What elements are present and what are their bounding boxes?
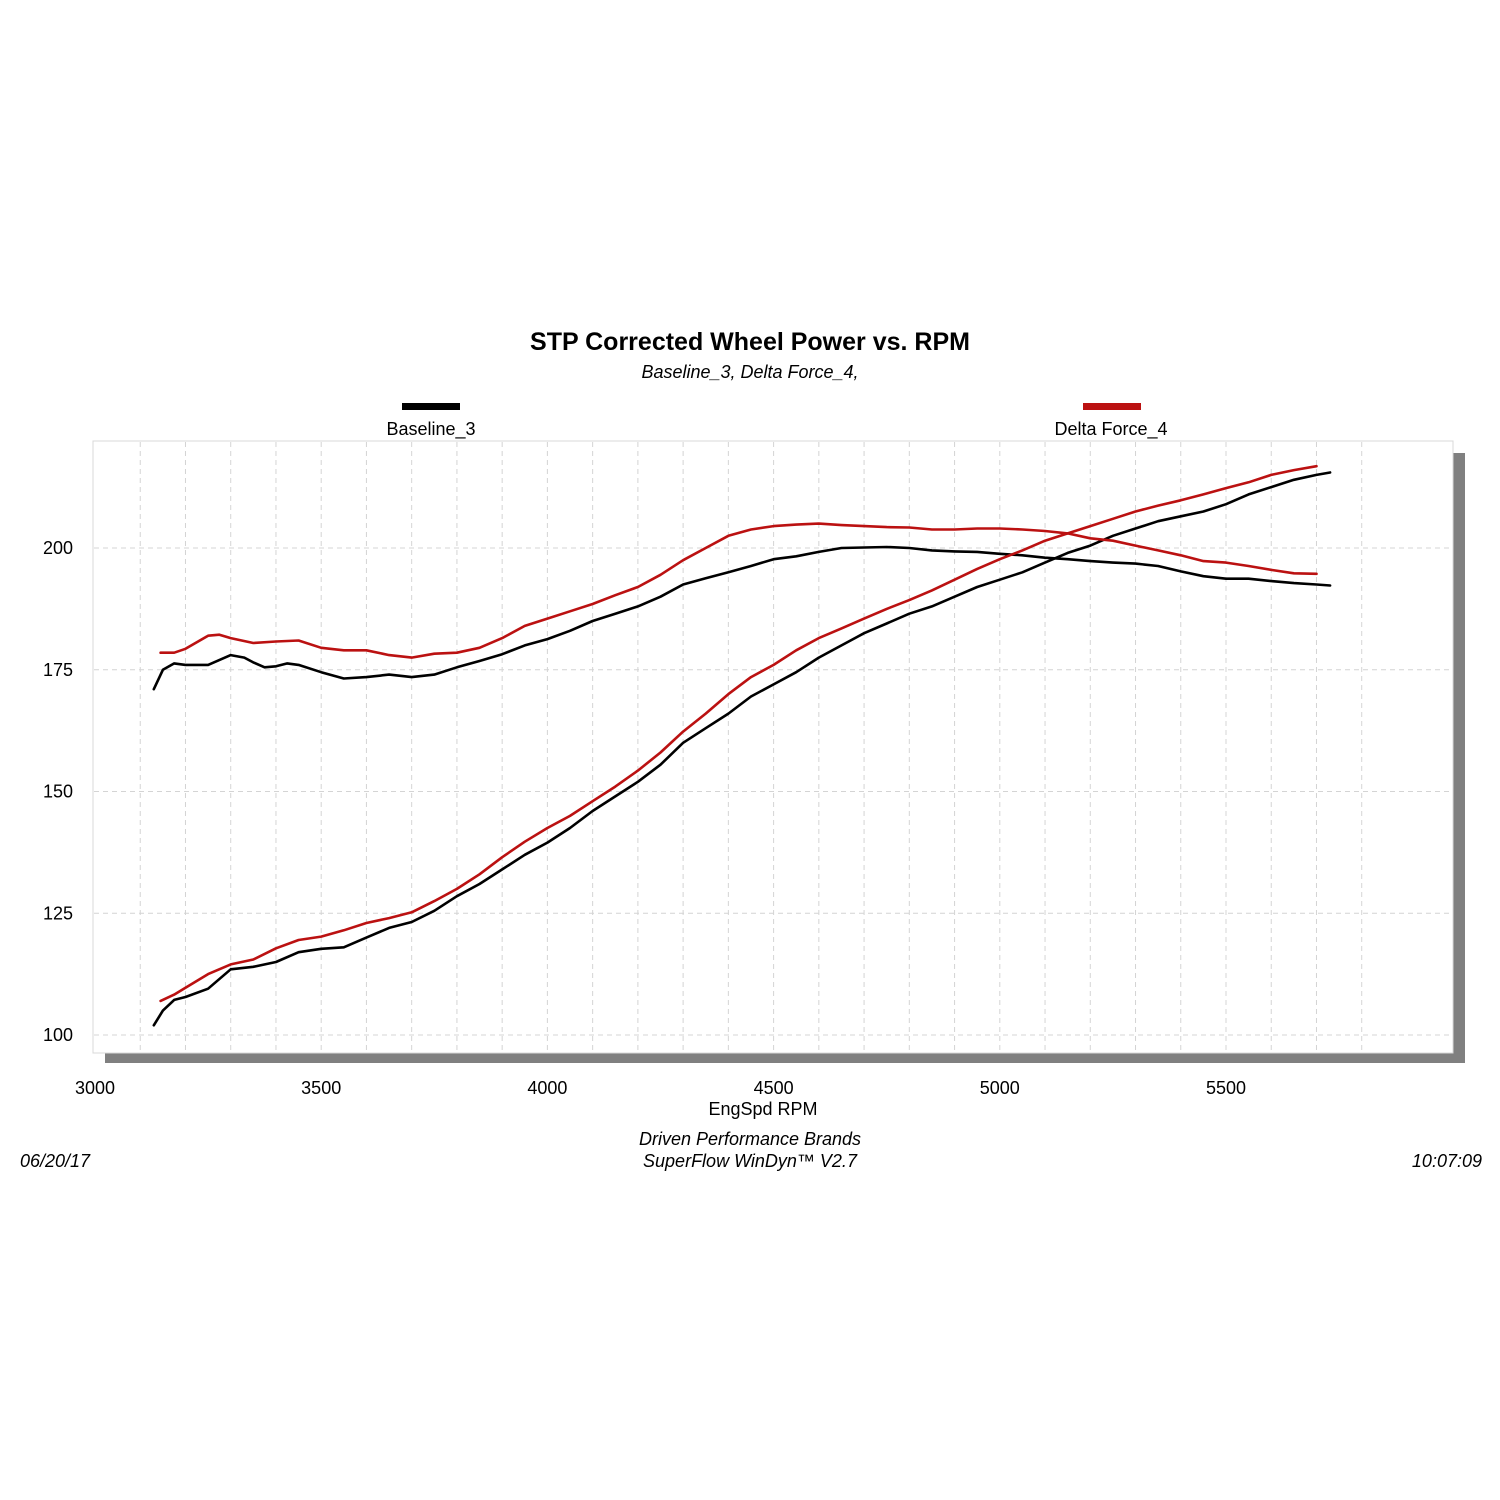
x-tick-label: 4000 (527, 1078, 567, 1098)
footer-software: SuperFlow WinDyn™ V2.7 (643, 1151, 857, 1171)
y-tick-label: 175 (43, 660, 73, 680)
x-tick-label: 3000 (75, 1078, 115, 1098)
footer-date: 06/20/17 (20, 1151, 91, 1171)
legend-swatch-delta (1083, 403, 1141, 410)
series-line-delta-force-power (159, 464, 1318, 1003)
x-tick-label: 4500 (754, 1078, 794, 1098)
legend-label-baseline: Baseline_3 (386, 419, 476, 439)
footer-time: 10:07:09 (1411, 1151, 1482, 1171)
y-tick-label: 200 (43, 538, 73, 558)
legend-label-delta: Delta Force_4 (1054, 419, 1168, 439)
chart-subtitle: Baseline_3, Delta Force_4, (641, 362, 859, 382)
x-tick-label: 5500 (1206, 1078, 1246, 1098)
footer-brand: Driven Performance Brands (638, 1129, 862, 1149)
chart-title: STP Corrected Wheel Power vs. RPM (530, 328, 970, 356)
legend-swatch-baseline (402, 403, 460, 410)
x-tick-label: 3500 (301, 1078, 341, 1098)
plot-shadow-bottom (105, 1053, 1465, 1063)
series-line-delta-force-torque (159, 522, 1318, 659)
x-tick-label: 5000 (980, 1078, 1020, 1098)
y-tick-label: 100 (43, 1025, 73, 1045)
plot-shadow-right (1453, 453, 1465, 1063)
series-line-baseline-torque (152, 545, 1332, 691)
series-line-baseline-power (152, 471, 1332, 1027)
x-axis-label: EngSpd RPM (708, 1099, 817, 1119)
plot-area (92, 440, 1454, 1054)
y-tick-label: 150 (43, 782, 73, 802)
y-tick-label: 125 (43, 903, 73, 923)
